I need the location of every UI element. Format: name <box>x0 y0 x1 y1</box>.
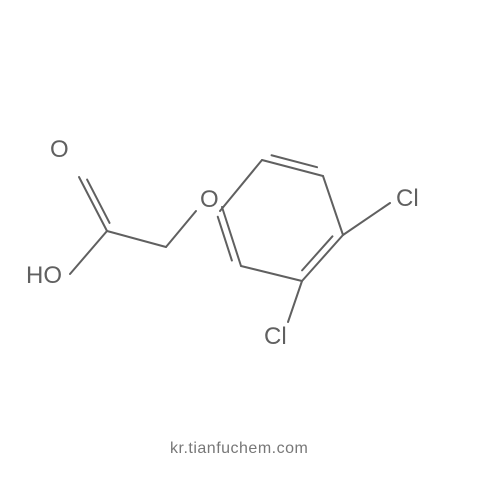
atom-label-oxygen-double: O <box>50 136 69 164</box>
atom-label-hydroxyl: HO <box>26 262 62 290</box>
atom-label-ether-oxygen: O <box>200 186 219 214</box>
chemical-structure-canvas: O HO O Cl Cl kr.tianfuchem.com <box>0 0 500 500</box>
atom-label-chlorine-right: Cl <box>396 185 419 213</box>
bond-layer <box>0 0 500 500</box>
atom-label-chlorine-bottom: Cl <box>264 323 287 351</box>
watermark-text: kr.tianfuchem.com <box>170 440 308 458</box>
